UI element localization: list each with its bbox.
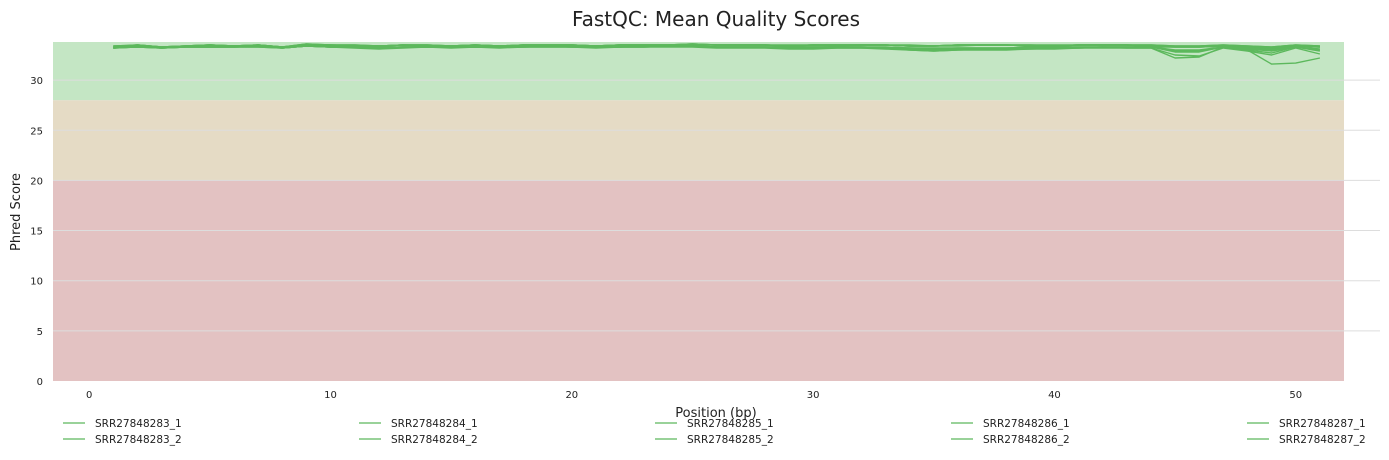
legend-item[interactable]: SRR27848286_1 [951,418,1070,430]
grid-lines [53,79,1380,332]
quality-zone-2 [53,42,1344,101]
y-tick-labels: 0 5 10 15 20 25 30 [30,76,43,388]
y-tick-label: 5 [37,327,43,338]
legend-item[interactable]: SRR27848287_1 [1247,418,1366,430]
y-tick-label: 15 [30,227,43,238]
legend-label: SRR27848284_1 [391,418,478,430]
x-tick-label: 50 [1289,390,1302,401]
x-tick-label: 30 [807,390,820,401]
legend-item[interactable]: SRR27848286_2 [951,434,1070,446]
legend-label: SRR27848287_2 [1279,434,1366,446]
quality-zone-1 [53,100,1344,181]
y-tick-label: 30 [30,76,43,87]
legend-item[interactable]: SRR27848283_1 [63,418,182,430]
y-tick-label: 25 [30,126,43,137]
x-axis-label: Position (bp) [675,406,756,421]
x-tick-labels: 0 10 20 30 40 50 [86,390,1302,401]
x-tick-label: 20 [565,390,578,401]
legend-item[interactable]: SRR27848285_2 [655,434,774,446]
legend-label: SRR27848283_2 [95,434,182,446]
series-lines [113,43,1321,65]
y-axis-label: Phred Score [9,173,24,251]
legend-label: SRR27848284_2 [391,434,478,446]
series-line-SRR27848287_1[interactable] [113,43,1320,48]
legend-item[interactable]: SRR27848283_2 [63,434,182,446]
legend-label: SRR27848285_2 [687,434,774,446]
legend-label: SRR27848283_1 [95,418,182,430]
legend-label: SRR27848286_1 [983,418,1070,430]
legend-label: SRR27848285_1 [687,418,774,430]
x-tick-label: 10 [324,390,337,401]
legend-item[interactable]: SRR27848287_2 [1247,434,1366,446]
chart-title: FastQC: Mean Quality Scores [572,7,860,31]
x-tick-label: 0 [86,390,92,401]
legend-label: SRR27848287_1 [1279,418,1366,430]
y-tick-label: 20 [30,176,43,187]
legend-label: SRR27848286_2 [983,434,1070,446]
legend: SRR27848283_1 SRR27848283_2 SRR27848284_1 S… [63,418,1366,446]
legend-item[interactable]: SRR27848284_1 [359,418,478,430]
y-tick-label: 10 [30,277,43,288]
series-line-SRR27848287_2[interactable] [113,45,1320,51]
legend-item[interactable]: SRR27848285_1 [655,418,774,430]
y-tick-label: 0 [37,377,43,388]
x-tick-label: 40 [1048,390,1061,401]
quality-zones [53,42,1344,381]
legend-item[interactable]: SRR27848284_2 [359,434,478,446]
